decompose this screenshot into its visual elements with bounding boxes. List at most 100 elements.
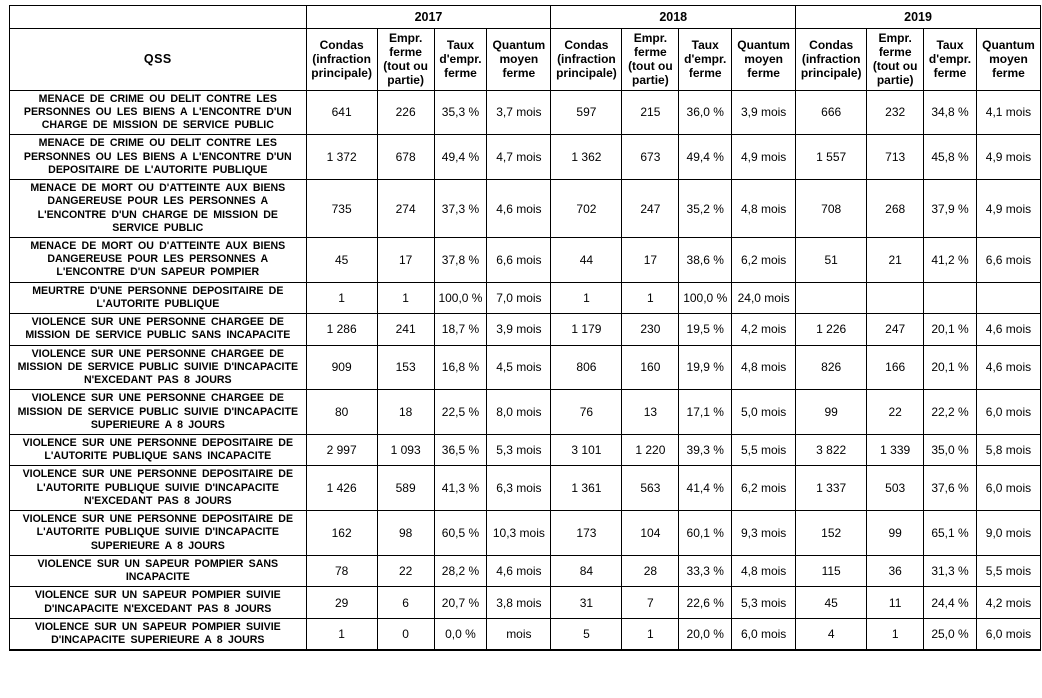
offense-label: MENACE DE CRIME OU DELIT CONTRE LES PERS… — [9, 134, 307, 181]
value-cell: 104 — [621, 510, 680, 556]
value-cell: 1 — [305, 617, 378, 652]
value-cell: 1 — [866, 617, 925, 652]
value-cell: 6,6 mois — [486, 236, 552, 283]
value-cell: 503 — [866, 465, 925, 512]
value-cell: 4,9 mois — [975, 179, 1042, 238]
value-cell: 241 — [376, 313, 435, 346]
table-row: VIOLENCE SUR UNE PERSONNE DEPOSITAIRE DE… — [9, 510, 1042, 556]
value-cell: 1 — [305, 281, 378, 315]
value-cell: 673 — [621, 134, 680, 181]
value-cell: 162 — [305, 510, 378, 556]
value-cell — [866, 281, 925, 315]
table-row: VIOLENCE SUR UNE PERSONNE CHARGEE DE MIS… — [9, 344, 1042, 391]
value-cell: 1 226 — [795, 313, 868, 346]
value-cell: 31,3 % — [923, 554, 977, 588]
value-cell: 5,0 mois — [731, 389, 797, 436]
value-cell: 6,2 mois — [731, 465, 797, 512]
value-cell: 4,1 mois — [975, 89, 1042, 136]
offense-label: MENACE DE MORT OU D'ATTEINTE AUX BIENS D… — [9, 179, 307, 238]
value-cell: 41,2 % — [923, 236, 977, 283]
value-cell: 1 093 — [376, 434, 435, 467]
value-cell: 215 — [621, 89, 680, 136]
value-cell: 37,6 % — [923, 465, 977, 512]
value-cell: 1 372 — [305, 134, 378, 181]
value-cell: 230 — [621, 313, 680, 346]
value-cell: 31 — [550, 586, 623, 619]
header-taux-empr-2019: Taux d'empr. ferme — [923, 28, 977, 91]
value-cell: 41,4 % — [678, 465, 733, 512]
value-cell: 45 — [795, 586, 868, 619]
value-cell: 1 361 — [550, 465, 623, 512]
value-cell: 5,3 mois — [486, 434, 552, 467]
value-cell: 6,0 mois — [975, 465, 1042, 512]
value-cell: 909 — [305, 344, 378, 391]
value-cell: 4,6 mois — [486, 554, 552, 588]
value-cell: 45 — [305, 236, 378, 283]
value-cell: 22 — [376, 554, 435, 588]
offense-label: VIOLENCE SUR UN SAPEUR POMPIER SANS INCA… — [9, 554, 307, 588]
table-row: VIOLENCE SUR UNE PERSONNE CHARGEE DE MIS… — [9, 389, 1042, 436]
value-cell: 641 — [305, 89, 378, 136]
offense-label: VIOLENCE SUR UNE PERSONNE CHARGEE DE MIS… — [9, 313, 307, 346]
value-cell: 247 — [866, 313, 925, 346]
value-cell: 4,9 mois — [975, 134, 1042, 181]
value-cell: 1 339 — [866, 434, 925, 467]
value-cell: 5,5 mois — [975, 554, 1042, 588]
value-cell: 232 — [866, 89, 925, 136]
qss-corner-label: QSS — [9, 28, 307, 91]
value-cell: 18,7 % — [433, 313, 488, 346]
header-quantum-2019: Quantum moyen ferme — [975, 28, 1042, 91]
offense-label: VIOLENCE SUR UNE PERSONNE DEPOSITAIRE DE… — [9, 510, 307, 556]
value-cell: 51 — [795, 236, 868, 283]
value-cell: 678 — [376, 134, 435, 181]
value-cell: 6,0 mois — [731, 617, 797, 652]
value-cell: 29 — [305, 586, 378, 619]
value-cell: 37,3 % — [433, 179, 488, 238]
table-row: MENACE DE MORT OU D'ATTEINTE AUX BIENS D… — [9, 236, 1042, 283]
value-cell: 4,6 mois — [975, 313, 1042, 346]
value-cell: 153 — [376, 344, 435, 391]
value-cell: 268 — [866, 179, 925, 238]
year-header-row: 2017 2018 2019 — [9, 5, 1041, 29]
value-cell: 3,8 mois — [486, 586, 552, 619]
value-cell: 41,3 % — [433, 465, 488, 512]
value-cell: 78 — [305, 554, 378, 588]
value-cell: 49,4 % — [433, 134, 488, 181]
offense-label: MEURTRE D'UNE PERSONNE DEPOSITAIRE DE L'… — [9, 281, 307, 315]
value-cell: 98 — [376, 510, 435, 556]
offense-label: VIOLENCE SUR UN SAPEUR POMPIER SUIVIE D'… — [9, 586, 307, 619]
value-cell: 7 — [621, 586, 680, 619]
value-cell: 166 — [866, 344, 925, 391]
header-quantum-2017: Quantum moyen ferme — [486, 28, 552, 91]
value-cell: 84 — [550, 554, 623, 588]
table-row: VIOLENCE SUR UNE PERSONNE DEPOSITAIRE DE… — [9, 465, 1042, 512]
value-cell: 99 — [866, 510, 925, 556]
value-cell: 38,6 % — [678, 236, 733, 283]
value-cell: 22,2 % — [923, 389, 977, 436]
table-body: MENACE DE CRIME OU DELIT CONTRE LES PERS… — [9, 89, 1042, 652]
value-cell: 4,5 mois — [486, 344, 552, 391]
value-cell: 152 — [795, 510, 868, 556]
year-header-2019: 2019 — [795, 5, 1041, 29]
value-cell: 37,8 % — [433, 236, 488, 283]
value-cell: 20,1 % — [923, 313, 977, 346]
value-cell: 5,8 mois — [975, 434, 1042, 467]
value-cell: 4,8 mois — [731, 179, 797, 238]
offense-label: VIOLENCE SUR UNE PERSONNE CHARGEE DE MIS… — [9, 389, 307, 436]
value-cell: mois — [486, 617, 552, 652]
value-cell: 3,9 mois — [486, 313, 552, 346]
value-cell: 6,3 mois — [486, 465, 552, 512]
value-cell: 9,0 mois — [975, 510, 1042, 556]
year-header-2017: 2017 — [305, 5, 552, 29]
value-cell: 17 — [376, 236, 435, 283]
value-cell: 8,0 mois — [486, 389, 552, 436]
value-cell: 39,3 % — [678, 434, 733, 467]
offense-label: VIOLENCE SUR UNE PERSONNE DEPOSITAIRE DE… — [9, 465, 307, 512]
value-cell: 44 — [550, 236, 623, 283]
offense-label: MENACE DE MORT OU D'ATTEINTE AUX BIENS D… — [9, 236, 307, 283]
value-cell: 28,2 % — [433, 554, 488, 588]
value-cell: 10,3 mois — [486, 510, 552, 556]
statistics-table: 2017 2018 2019 QSS Condas (infraction pr… — [9, 5, 1042, 652]
value-cell: 37,9 % — [923, 179, 977, 238]
